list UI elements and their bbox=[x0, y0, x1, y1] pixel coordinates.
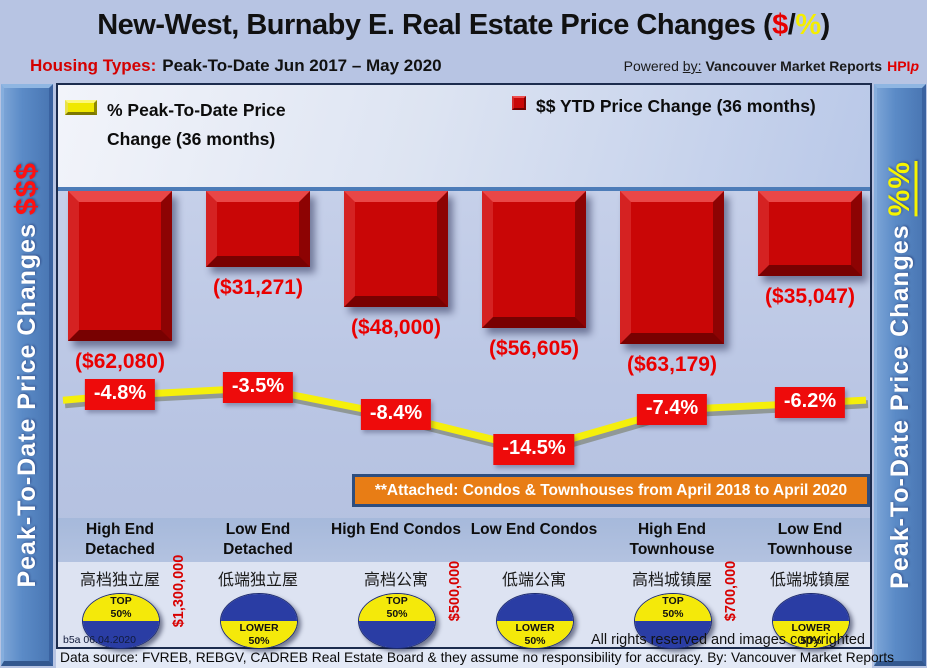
left-axis-title: Peak-To-Date Price Changes $$$ bbox=[1, 84, 53, 666]
bar-value-high-end-townhouse: ($63,179) bbox=[627, 353, 717, 376]
legend-zone bbox=[58, 85, 870, 188]
right-axis-title: Peak-To-Date Price Changes %% bbox=[874, 84, 926, 666]
pct-value-high-end-condos: -8.4% bbox=[360, 399, 432, 431]
bar-high-end-townhouse bbox=[620, 191, 724, 344]
bar-high-end-condos bbox=[344, 191, 448, 307]
pct-value-low-end-condos: -14.5% bbox=[493, 433, 575, 465]
subtitle-label: Housing Types: bbox=[30, 56, 157, 75]
lower-band bbox=[58, 562, 870, 647]
data-source-note: Data source: FVREB, REBGV, CADREB Real E… bbox=[60, 650, 895, 665]
category-low-end-townhouse: Low End Townhouse bbox=[767, 521, 853, 559]
bar-value-low-end-condos: ($56,605) bbox=[489, 337, 579, 360]
zero-axis-line bbox=[58, 187, 870, 191]
category-low-end-detached: Low End Detached bbox=[223, 521, 293, 559]
bar-value-high-end-detached: ($62,080) bbox=[75, 350, 165, 373]
subtitle: Housing Types: Peak-To-Date Jun 2017 – Ma… bbox=[30, 56, 442, 76]
dollar-signs-accent: $$$ bbox=[9, 161, 43, 215]
category-high-end-townhouse: High End Townhouse bbox=[629, 521, 715, 559]
hpi-mark: HPI bbox=[887, 58, 911, 74]
bar-low-end-condos bbox=[482, 191, 586, 328]
category-zh-high-end-detached: 高档独立屋 bbox=[79, 572, 160, 589]
title-percent-accent: % bbox=[795, 9, 821, 41]
title-dollar-accent: $ bbox=[772, 9, 788, 41]
badge-lower-50-low-end-detached: LOWER 50% bbox=[220, 593, 298, 649]
page-title: New-West, Burnaby E. Real Estate Price C… bbox=[97, 9, 830, 41]
category-zh-low-end-condos: 低端公寓 bbox=[501, 572, 566, 589]
bar-value-low-end-townhouse: ($35,047) bbox=[765, 285, 855, 308]
left-axis-text: Peak-To-Date Price Changes $$$ bbox=[9, 161, 43, 588]
percent-signs-accent: %% bbox=[882, 160, 916, 216]
pct-value-high-end-townhouse: -7.4% bbox=[636, 393, 708, 425]
category-high-end-condos: High End Condos bbox=[331, 521, 462, 538]
legend-percent-label: % Peak-To-Date Price Change (36 months) bbox=[107, 100, 286, 149]
badge-top-50-high-end-condos: TOP 50% bbox=[358, 593, 436, 649]
legend-dollar-label: $$ YTD Price Change (36 months) bbox=[536, 96, 816, 116]
category-zh-low-end-townhouse: 低端城镇屋 bbox=[769, 572, 850, 589]
powered-by: Powered by: Vancouver Market Reports HPIp bbox=[623, 58, 919, 74]
threshold--500-000: $500,000 bbox=[447, 560, 463, 622]
threshold--1-300-000: $1,300,000 bbox=[171, 554, 187, 628]
rights-note: All rights reserved and images copyright… bbox=[590, 632, 865, 648]
version-stamp: b5a 06.04.2020 bbox=[63, 634, 136, 646]
badge-lower-50-low-end-condos: LOWER 50% bbox=[496, 593, 574, 649]
subtitle-period: Peak-To-Date Jun 2017 – May 2020 bbox=[162, 56, 442, 75]
category-zh-high-end-townhouse: 高档城镇屋 bbox=[631, 572, 712, 589]
red-swatch-icon bbox=[512, 96, 526, 110]
bar-low-end-detached bbox=[206, 191, 310, 267]
bar-high-end-detached bbox=[68, 191, 172, 341]
bar-value-high-end-condos: ($48,000) bbox=[351, 316, 441, 339]
brand-name: Vancouver Market Reports bbox=[705, 58, 883, 74]
category-band bbox=[58, 518, 870, 562]
legend-item-dollars: $$ YTD Price Change (36 months) bbox=[512, 92, 816, 121]
pct-value-high-end-detached: -4.8% bbox=[84, 379, 156, 411]
pct-value-low-end-townhouse: -6.2% bbox=[774, 387, 846, 419]
category-zh-high-end-condos: 高档公寓 bbox=[363, 572, 428, 589]
bar-value-low-end-detached: ($31,271) bbox=[213, 276, 303, 299]
powered-by-link[interactable]: by: bbox=[682, 58, 702, 74]
yellow-swatch-icon bbox=[65, 100, 97, 115]
attached-note-banner: **Attached: Condos & Townhouses from Apr… bbox=[352, 474, 870, 507]
category-zh-low-end-detached: 低端独立屋 bbox=[217, 572, 298, 589]
legend-item-percent: % Peak-To-Date Price Change (36 months) bbox=[65, 96, 286, 154]
bar-low-end-townhouse bbox=[758, 191, 862, 276]
percent-line-shadow bbox=[64, 387, 869, 458]
source-strip bbox=[56, 649, 872, 668]
category-high-end-detached: High End Detached bbox=[85, 521, 155, 559]
pct-value-low-end-detached: -3.5% bbox=[222, 372, 294, 403]
right-axis-text: Peak-To-Date Price Changes %% bbox=[882, 160, 916, 589]
category-low-end-condos: Low End Condos bbox=[470, 521, 598, 538]
